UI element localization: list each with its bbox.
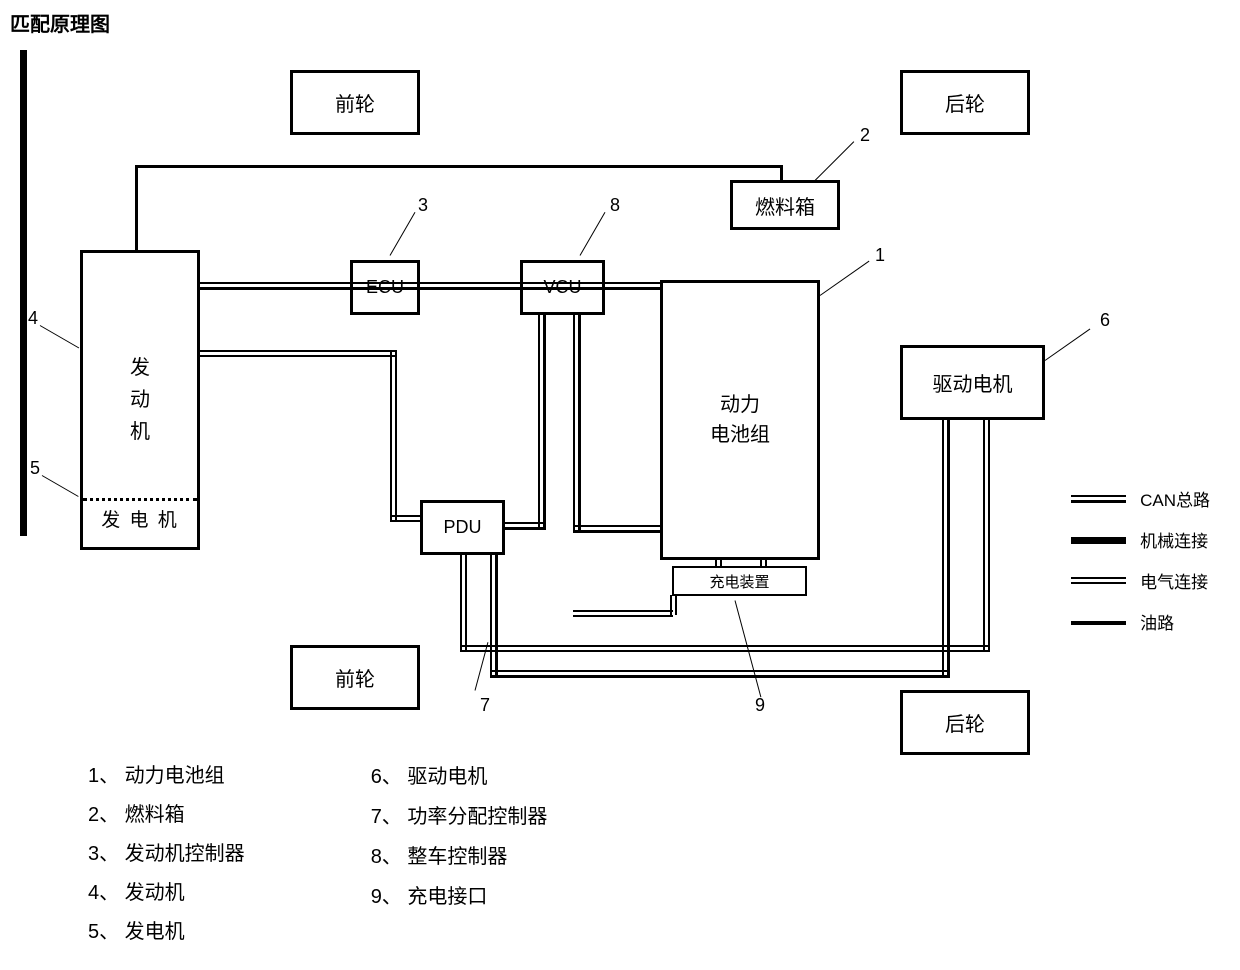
front-wheel-top-label: 前轮	[335, 88, 375, 117]
callout-7: 7	[480, 695, 490, 716]
rear-wheel-top-box: 后轮	[900, 70, 1030, 135]
elec-line	[760, 560, 767, 568]
engine-char-1: 发	[130, 352, 150, 384]
legend-mech-symbol	[1071, 537, 1126, 544]
battery-label-2: 电池组	[710, 420, 770, 450]
can-bus	[573, 315, 581, 530]
legend-oil: 油路	[1071, 609, 1210, 634]
callout-line	[820, 261, 870, 296]
elec-line	[390, 515, 420, 522]
can-bus	[490, 670, 950, 678]
fuel-tank-label: 燃料箱	[755, 191, 815, 220]
elec-line	[460, 645, 990, 652]
numlist-5: 5、 发电机	[82, 911, 251, 948]
front-wheel-bottom-box: 前轮	[290, 645, 420, 710]
elec-line	[983, 420, 990, 650]
legend-elec: 电气连接	[1071, 568, 1210, 593]
front-wheel-top-box: 前轮	[290, 70, 420, 135]
elec-line	[460, 555, 467, 650]
charger-box: 充电装置	[672, 566, 807, 596]
numlist-6: 6、 驱动电机	[365, 755, 554, 793]
callout-5: 5	[30, 458, 40, 479]
charger-label: 充电装置	[709, 571, 769, 592]
legend-can-symbol	[1071, 495, 1126, 503]
numlist-7: 7、 功率分配控制器	[365, 795, 554, 833]
callout-line	[1045, 329, 1091, 361]
callout-6: 6	[1100, 310, 1110, 331]
numlist-8: 8、 整车控制器	[365, 835, 554, 873]
mech-line	[20, 50, 27, 263]
generator-label: 发 电 机	[80, 505, 200, 532]
elec-line	[715, 560, 722, 568]
callout-line	[815, 141, 855, 181]
numlist-2: 2、 燃料箱	[82, 794, 251, 831]
callout-line	[580, 212, 606, 256]
numlist-3: 3、 发动机控制器	[82, 833, 251, 870]
drive-motor-box: 驱动电机	[900, 345, 1045, 420]
page-title: 匹配原理图	[10, 8, 110, 37]
drive-motor-label: 驱动电机	[933, 368, 1013, 397]
callout-3: 3	[418, 195, 428, 216]
callout-2: 2	[860, 125, 870, 146]
numbered-list-col1: 1、 动力电池组 2、 燃料箱 3、 发动机控制器 4、 发动机 5、 发电机	[80, 753, 253, 950]
can-bus	[490, 555, 498, 675]
front-wheel-bottom-label: 前轮	[335, 663, 375, 692]
callout-4: 4	[28, 308, 38, 329]
can-bus	[573, 525, 663, 533]
callout-8: 8	[610, 195, 620, 216]
legend-oil-symbol	[1071, 621, 1126, 625]
elec-line	[200, 350, 395, 357]
rear-wheel-bottom-label: 后轮	[945, 708, 985, 737]
elec-line	[573, 610, 673, 617]
legend-mech: 机械连接	[1071, 527, 1210, 552]
callout-line	[40, 325, 79, 348]
battery-label-1: 动力	[720, 390, 760, 420]
engine-generator-divider	[83, 498, 197, 501]
can-bus	[505, 522, 543, 530]
callout-line	[390, 212, 416, 256]
legend-elec-label: 电气连接	[1140, 568, 1208, 593]
can-bus	[538, 315, 546, 530]
numlist-4: 4、 发动机	[82, 872, 251, 909]
elec-line	[670, 595, 677, 615]
legend-mech-label: 机械连接	[1140, 527, 1208, 552]
schematic-diagram: 前轮 后轮 前轮 后轮 燃料箱 发 动 机 发 电 机 ECU VCU 动力 电…	[20, 50, 1220, 770]
rear-wheel-bottom-box: 后轮	[900, 690, 1030, 755]
fuel-tank-box: 燃料箱	[730, 180, 840, 230]
numlist-9: 9、 充电接口	[365, 876, 554, 914]
legend-elec-symbol	[1071, 577, 1126, 584]
legend-can: CAN总路	[1071, 486, 1210, 511]
oil-line	[135, 165, 138, 253]
callout-line	[42, 475, 79, 497]
legend-can-label: CAN总路	[1140, 486, 1210, 511]
numbered-list: 1、 动力电池组 2、 燃料箱 3、 发动机控制器 4、 发动机 5、 发电机 …	[80, 753, 555, 950]
rear-wheel-top-label: 后轮	[945, 88, 985, 117]
pdu-label: PDU	[443, 517, 481, 538]
pdu-box: PDU	[420, 500, 505, 555]
engine-char-2: 动	[130, 384, 150, 416]
oil-line	[135, 165, 783, 168]
mech-line	[20, 263, 27, 536]
can-bus	[200, 282, 663, 290]
numbered-list-col2: 6、 驱动电机 7、 功率分配控制器 8、 整车控制器 9、 充电接口	[363, 753, 556, 950]
numlist-1: 1、 动力电池组	[82, 755, 251, 792]
engine-char-3: 机	[130, 416, 150, 448]
callout-9: 9	[755, 695, 765, 716]
can-bus	[942, 420, 950, 675]
callout-1: 1	[875, 245, 885, 266]
elec-line	[390, 350, 397, 520]
legend: CAN总路 机械连接 电气连接 油路	[1071, 470, 1210, 650]
legend-oil-label: 油路	[1140, 609, 1174, 634]
battery-box: 动力 电池组	[660, 280, 820, 560]
